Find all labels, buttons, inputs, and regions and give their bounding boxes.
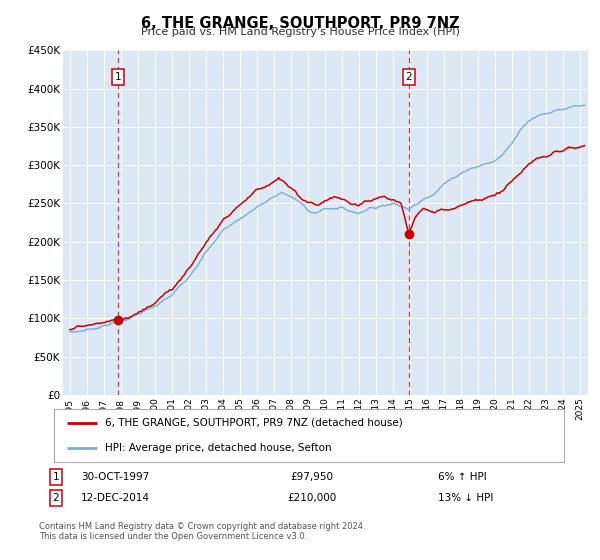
Text: HPI: Average price, detached house, Sefton: HPI: Average price, detached house, Seft… bbox=[105, 443, 332, 453]
Text: Contains HM Land Registry data © Crown copyright and database right 2024.
This d: Contains HM Land Registry data © Crown c… bbox=[39, 522, 365, 542]
Text: 2: 2 bbox=[406, 72, 412, 82]
Text: 2: 2 bbox=[52, 493, 59, 503]
Text: £97,950: £97,950 bbox=[290, 472, 334, 482]
Text: 1: 1 bbox=[115, 72, 121, 82]
Text: 6, THE GRANGE, SOUTHPORT, PR9 7NZ (detached house): 6, THE GRANGE, SOUTHPORT, PR9 7NZ (detac… bbox=[105, 418, 403, 428]
Text: Price paid vs. HM Land Registry's House Price Index (HPI): Price paid vs. HM Land Registry's House … bbox=[140, 27, 460, 37]
Text: 12-DEC-2014: 12-DEC-2014 bbox=[81, 493, 150, 503]
Text: 1: 1 bbox=[52, 472, 59, 482]
Text: 6% ↑ HPI: 6% ↑ HPI bbox=[438, 472, 487, 482]
Text: 13% ↓ HPI: 13% ↓ HPI bbox=[438, 493, 493, 503]
Text: 6, THE GRANGE, SOUTHPORT, PR9 7NZ: 6, THE GRANGE, SOUTHPORT, PR9 7NZ bbox=[140, 16, 460, 31]
Text: 30-OCT-1997: 30-OCT-1997 bbox=[81, 472, 149, 482]
Text: £210,000: £210,000 bbox=[287, 493, 337, 503]
